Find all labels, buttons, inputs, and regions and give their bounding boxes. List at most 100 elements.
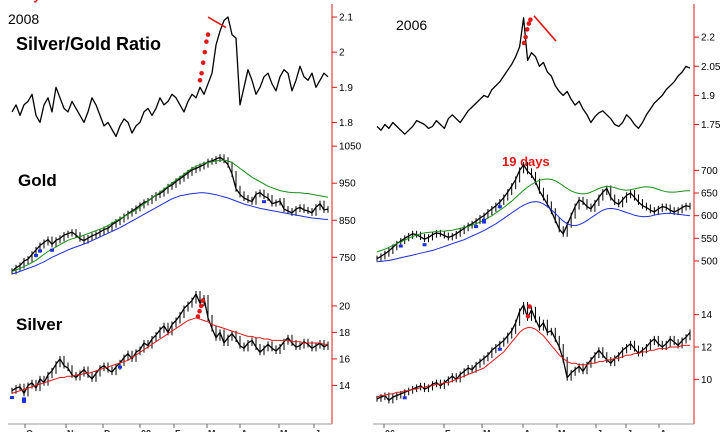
1-panel-ratio: 2.2 2.05 1.9 1.75: [376, 15, 721, 135]
1-ratio-series-price: [376, 17, 691, 135]
0-gold-blue-marker-0: [38, 249, 42, 253]
1-silver-blue-marker-1: [497, 347, 502, 351]
0-silver-red-marker-2: [198, 303, 204, 309]
1-gold-annotation: 19 days: [502, 154, 550, 169]
1-silver-y-tick-label-2: 10: [701, 375, 713, 386]
1-ratio-red-marker-4: [528, 17, 533, 23]
1-ratio-red-marker-1: [523, 34, 528, 40]
0-gold-annotation: 12 days: [0, 0, 48, 3]
0-ratio-panel-label: Silver/Gold Ratio: [16, 34, 161, 54]
0-silver-y-tick-label-2: 16: [339, 354, 351, 365]
1-gold-y-tick-label-3: 550: [701, 234, 718, 245]
1-gold-series-ma-blue: [376, 201, 691, 263]
0-panel-silver: 20 18 16 14 Silver: [10, 290, 351, 404]
1-x-tick-label-7: A: [660, 428, 667, 432]
0-x-tick-label-2: D: [104, 428, 111, 432]
0-ratio-y-tick-label-0: 2.1: [339, 13, 353, 24]
1-panel-gold: 700 650 600 550 500 19 days: [376, 154, 718, 267]
0-silver-red-marker-1: [197, 308, 202, 314]
0-ratio-red-marker-3: [202, 49, 208, 55]
1-x-tick-label-6: J: [627, 428, 632, 432]
0-silver-y-tick-label-1: 18: [339, 328, 351, 339]
1-gold-blue-marker-5: [481, 218, 486, 222]
1-ratio-y-tick-label-1: 2.05: [701, 62, 721, 73]
0-silver-red-marker-3: [200, 298, 206, 303]
1-ratio-red-marker-2: [524, 27, 530, 32]
1-x-tick-label-3: A: [524, 428, 531, 432]
1-gold-blue-marker-0: [422, 243, 427, 247]
1-gold-series-ma-green: [376, 178, 690, 253]
1-x-tick-label-2: M: [483, 428, 491, 432]
1-ratio-y-tick-label-0: 2.2: [701, 33, 715, 44]
0-panel-ratio: 2.1 2 1.9 1.8 Silver/Gold Ratio: [11, 13, 353, 138]
1-silver-blue-marker-0: [402, 396, 407, 400]
1-ratio-y-tick-label-3: 1.75: [701, 120, 721, 131]
0-x-tick-label-0: O: [26, 428, 33, 432]
1-silver-red-marker-1: [527, 304, 532, 309]
1-silver-series-ma-red: [376, 327, 690, 398]
0-x-tick-label-8: J: [315, 428, 320, 432]
0-ratio-trend-segment: [207, 16, 227, 29]
0-ratio-y-tick-label-2: 1.9: [339, 83, 353, 94]
0-silver-blue-marker-2: [22, 397, 26, 401]
1-silver-red-marker-0: [525, 313, 531, 319]
1-year-label: 2006: [396, 17, 427, 33]
0-gold-series-price: [11, 156, 329, 272]
1-ratio-trend-segment: [533, 15, 557, 42]
0-silver-blue-marker-0: [22, 400, 26, 404]
0-ratio-red-marker-2: [200, 60, 206, 66]
0-x-tick-label-4: F: [175, 428, 181, 432]
0-gold-series-ma-blue: [11, 192, 329, 275]
0-gold-y-tick-label-1: 950: [339, 179, 356, 190]
0-silver-y-tick-label-0: 20: [339, 301, 351, 312]
0-silver-blue-marker-1: [10, 396, 14, 400]
0-silver-red-marker-0: [195, 314, 201, 319]
1-gold-blue-marker-2: [481, 220, 486, 224]
0-ratio-series-price: [11, 16, 329, 138]
1-ratio-red-marker-3: [526, 21, 532, 26]
1-gold-y-tick-label-2: 600: [701, 211, 718, 222]
0-silver-series-ma-red: [11, 317, 328, 394]
0-gold-panel-label: Gold: [18, 171, 57, 190]
right-chart: 2006 06 F M A M J J A 2.2 2.05 1.9 1.75 700 650 600 550 5…: [373, 4, 721, 432]
0-x-tick-label-7: M: [280, 428, 288, 432]
0-gold-blue-marker-3: [262, 200, 266, 204]
0-x-tick-label-5: M: [208, 428, 216, 432]
0-ratio-red-marker-4: [204, 39, 209, 44]
1-x-tick-label-1: F: [445, 428, 451, 432]
1-x-tick-label-4: M: [558, 428, 566, 432]
0-ratio-y-tick-label-3: 1.8: [339, 118, 353, 129]
1-gold-series-price: [376, 164, 691, 260]
0-year-label: 2008: [8, 11, 39, 27]
0-silver-y-tick-label-3: 14: [339, 381, 351, 392]
0-silver-panel-label: Silver: [16, 315, 63, 334]
0-gold-y-tick-label-3: 750: [339, 253, 356, 264]
0-gold-blue-marker-1: [50, 248, 54, 252]
0-ratio-red-marker-1: [199, 70, 204, 76]
left-chart: 2008 O N D 08 F M A M J 2.1 2 1.9 1.8 Silver/Gold Rati…: [0, 0, 362, 432]
0-x-tick-label-6: A: [241, 428, 248, 432]
0-ratio-red-marker-5: [205, 32, 211, 37]
1-x-tick-label-0: 06: [385, 428, 395, 432]
1-gold-y-tick-label-1: 650: [701, 189, 718, 200]
0-gold-y-tick-label-2: 850: [339, 216, 356, 227]
0-x-tick-label-1: N: [67, 428, 74, 432]
1-ratio-y-tick-label-2: 1.9: [701, 91, 715, 102]
1-gold-blue-marker-1: [398, 244, 403, 248]
0-ratio-y-tick-label-1: 2: [339, 48, 345, 59]
0-ratio-red-marker-0: [197, 77, 203, 83]
0-panel-gold: 1050 950 850 750 Gold 12 days: [0, 0, 362, 275]
1-x-tick-label-5: J: [597, 428, 602, 432]
0-x-tick-label-3: 08: [141, 428, 151, 432]
0-gold-blue-marker-2: [34, 253, 38, 257]
1-gold-blue-marker-4: [474, 225, 479, 229]
1-panel-silver: 14 12 10: [376, 301, 713, 404]
1-gold-y-tick-label-4: 500: [701, 256, 718, 267]
0-gold-y-tick-label-0: 1050: [339, 142, 362, 153]
1-silver-series-price: [376, 304, 691, 402]
1-silver-y-tick-label-0: 14: [701, 310, 713, 321]
1-silver-y-tick-label-1: 12: [701, 343, 713, 354]
1-gold-y-tick-label-0: 700: [701, 166, 718, 177]
1-ratio-red-marker-0: [521, 40, 527, 46]
